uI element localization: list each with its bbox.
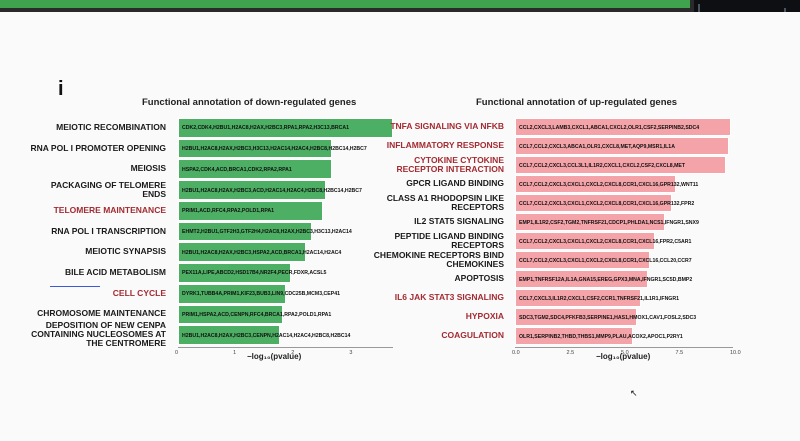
down-bar-genes: EHMT2,H2BU1,GTF2H3,GTF2H4,H2AC8,H2AX,H2B… — [182, 228, 352, 235]
up-category-label: INFLAMMATORY RESPONSE — [386, 140, 504, 150]
down-category-label: TELOMERE MAINTENANCE — [53, 204, 166, 215]
down-bar: CDK2,CDK4,H2BU1,H2AC8,H2AX,H2BC3,RPA1,RP… — [178, 118, 393, 138]
down-bar-genes: DYRK1,TUBB4A,PRIM1,KIF23,BUB3,LIN9,CDC25… — [182, 291, 340, 298]
down-bar: EHMT2,H2BU1,GTF2H3,GTF2H4,H2AC8,H2AX,H2B… — [178, 221, 352, 242]
up-bar: SDC3,TGM2,SDC4,PFKFB3,SERPINE1,HAS1,HMOX… — [515, 308, 696, 326]
slide-canvas: i Functional annotation of down-regulate… — [0, 12, 800, 441]
up-x-axis — [515, 347, 733, 348]
down-bar-genes: H2BU1,H2AC8,H2AX,H2BC3,H3C13,H2AC14,H2AC… — [182, 146, 367, 153]
up-x-tick-label: 7.5 — [675, 350, 684, 356]
down-category-label: CELL CYCLE — [112, 287, 166, 298]
up-bar-genes: EMP1,TNFRSF12A,IL1A,GNA15,EREG,GPX3,MNA,… — [519, 276, 693, 283]
up-category-label: PEPTIDE LIGAND BINDING RECEPTORS — [394, 230, 504, 250]
down-bar-genes: PEX11A,LIPE,ABCD2,HSD17B4,NR2F4,PECR,FDX… — [182, 270, 327, 277]
up-bar: CCL7,CCL2,CXCL3,CXCL1,CXCL2,CXCL8,CCR1,C… — [515, 194, 694, 212]
up-bar-genes: CCL7,CCL2,CXCL3,CXCL1,CXCL2,CXCL8,CCR1,C… — [519, 200, 695, 207]
up-x-axis-title: −log₁₀(pvalue) — [596, 352, 651, 361]
down-bar: PEX11A,LIPE,ABCD2,HSD17B4,NR2F4,PECR,FDX… — [178, 263, 326, 283]
up-bar: CCL7,CCL2,CXCL3,CXCL1,CXCL2,CXCL8,CCR1,C… — [515, 175, 698, 193]
down-bar: PRIM1,HSPA2,ACD,CENPN,RFC4,BRCA1,RPA2,PO… — [178, 304, 331, 325]
cell-cycle-highlight-line — [50, 286, 100, 287]
down-bar-genes: HSPA2,CDK4,ACD,BRCA1,CDK2,RPA2,RPA1 — [182, 166, 292, 173]
up-bar: CCL7,CXCL3,IL1R2,CXCL1,CSF2,CCR1,TNFRSF2… — [515, 289, 679, 307]
up-bar: EMP1,TNFRSF12A,IL1A,GNA15,EREG,GPX3,MNA,… — [515, 270, 692, 288]
down-bar: HSPA2,CDK4,ACD,BRCA1,CDK2,RPA2,RPA1 — [178, 159, 332, 180]
down-category-label: RNA POL I PROMOTER OPENING — [30, 142, 166, 153]
up-bar-genes: CCL7,CCL2,CXCL3,ABCA1,OLR1,CXCL8,MET,AQP… — [519, 143, 675, 150]
up-bar-genes: SDC3,TGM2,SDC4,PFKFB3,SERPINE1,HAS1,HMOX… — [519, 314, 697, 321]
down-x-axis — [178, 347, 393, 348]
down-category-label: PACKAGING OF TELOMERE ENDS — [50, 179, 166, 199]
up-bar-genes: CCL7,CCL2,CXCL3,CCL3L1,IL1R2,CXCL1,CXCL2… — [519, 162, 686, 169]
top-accent-bar — [0, 0, 690, 8]
up-category-label: IL2 STAT5 SIGNALING — [414, 216, 504, 226]
up-bar-genes: CCL2,CXCL3,LAMB3,CXCL1,ABCA1,CXCL2,OLR1,… — [519, 124, 700, 131]
up-category-label: CHEMOKINE RECEPTORS BIND CHEMOKINES — [373, 249, 504, 269]
down-x-tick-label: 1 — [233, 350, 237, 356]
down-category-label: DEPOSITION OF NEW CENPA CONTAINING NUCLE… — [31, 320, 166, 349]
down-category-label: MEIOTIC RECOMBINATION — [56, 121, 166, 132]
panel-letter: i — [58, 78, 64, 100]
up-category-label: GPCR LIGAND BINDING — [406, 178, 504, 188]
down-category-label: BILE ACID METABOLISM — [64, 266, 166, 277]
down-x-tick-label: 2 — [291, 350, 295, 356]
down-bar-genes: CDK2,CDK4,H2BU1,H2AC8,H2AX,H2BC3,RPA1,RP… — [182, 125, 350, 132]
down-category-label: CHROMOSOME MAINTENANCE — [37, 308, 166, 319]
up-category-label: APOPTOSIS — [454, 273, 504, 283]
down-chart-title: Functional annotation of down-regulated … — [142, 97, 357, 108]
mouse-cursor-icon: ↖ — [630, 388, 638, 398]
down-bar-genes: H2BU1,H2AC8,H2AX,H2BC3,HSPA2,ACD,BRCA1,H… — [182, 249, 342, 256]
up-bar: EMP1,IL1R2,CSF2,TGM2,TNFRSF21,CDCP1,PHLD… — [515, 213, 699, 231]
up-chart-title: Functional annotation of up-regulated ge… — [476, 97, 678, 108]
down-bar-genes: PRIM1,ACD,RFC4,RPA2,POLD1,RPA1 — [182, 208, 275, 215]
up-x-tick-label: 5.0 — [621, 350, 629, 356]
up-bar: CCL7,CCL2,CXCL3,CCL3L1,IL1R2,CXCL1,CXCL2… — [515, 156, 727, 174]
down-x-tick-label: 0 — [175, 350, 179, 356]
down-bar: H2BU1,H2AC8,H2AX,H2BC3,CENPN,H2AC14,H2AC… — [178, 325, 350, 345]
up-category-label: CYTOKINE CYTOKINE RECEPTOR INTERACTION — [396, 154, 504, 174]
down-category-label: MEIOSIS — [130, 163, 166, 174]
up-bar-genes: OLR1,SERPINB2,THBD,THBS1,MMP9,PLAU,ACOX2… — [519, 333, 683, 340]
up-category-label: IL6 JAK STAT3 SIGNALING — [394, 292, 504, 302]
up-bar: CCL7,CCL2,CXCL3,CXCL1,CXCL2,CXCL8,CCR1,C… — [515, 232, 691, 250]
up-bar-genes: CCL7,CCL2,CXCL3,CXCL1,CXCL2,CXCL8,CCR1,C… — [519, 257, 692, 264]
up-bar-genes: CCL7,CCL2,CXCL3,CXCL1,CXCL2,CXCL8,CCR1,C… — [519, 181, 699, 188]
down-bar: H2BU1,H2AC8,H2AX,H2BC3,ACD,H2AC14,H2AC4,… — [178, 180, 362, 200]
down-category-label: MEIOTIC SYNAPSIS — [85, 246, 166, 257]
down-x-tick-label: 3 — [349, 350, 353, 356]
up-bar: CCL7,CCL2,CXCL3,ABCA1,OLR1,CXCL8,MET,AQP… — [515, 137, 729, 155]
top-bar — [0, 0, 800, 12]
down-bar-genes: H2BU1,H2AC8,H2AX,H2BC3,ACD,H2AC14,H2AC4,… — [182, 187, 362, 194]
down-bar-genes: H2BU1,H2AC8,H2AX,H2BC3,CENPN,H2AC14,H2AC… — [182, 332, 351, 339]
up-category-label: TNFA SIGNALING VIA NFKB — [390, 121, 504, 131]
down-bar: DYRK1,TUBB4A,PRIM1,KIF23,BUB3,LIN9,CDC25… — [178, 283, 340, 304]
up-x-tick-label: 2.5 — [566, 350, 575, 356]
up-bar: CCL7,CCL2,CXCL3,CXCL1,CXCL2,CXCL8,CCR1,C… — [515, 251, 692, 269]
up-category-label: HYPOXIA — [465, 311, 504, 321]
up-bar: CCL2,CXCL3,LAMB3,CXCL1,ABCA1,CXCL2,OLR1,… — [515, 118, 731, 136]
down-bar: PRIM1,ACD,RFC4,RPA2,POLD1,RPA1 — [178, 200, 324, 221]
down-category-label: RNA POL I TRANSCRIPTION — [51, 225, 166, 236]
up-category-label: CLASS A1 RHODOPSIN LIKE RECEPTORS — [386, 192, 504, 212]
up-bar-genes: CCL7,CXCL3,IL1R2,CXCL1,CSF2,CCR1,TNFRSF2… — [519, 295, 679, 302]
up-category-label: COAGULATION — [441, 330, 504, 340]
up-bar: OLR1,SERPINB2,THBD,THBS1,MMP9,PLAU,ACOX2… — [515, 327, 683, 345]
up-bar-genes: EMP1,IL1R2,CSF2,TGM2,TNFRSF21,CDCP1,PHLD… — [519, 219, 699, 226]
up-x-tick-label: 0.0 — [512, 350, 520, 356]
up-x-tick-label: 10.0 — [730, 350, 741, 356]
down-bar: H2BU1,H2AC8,H2AX,H2BC3,H3C13,H2AC14,H2AC… — [178, 138, 367, 159]
down-x-axis-title: −log₁₀(pvalue) — [247, 352, 302, 361]
down-bar-genes: PRIM1,HSPA2,ACD,CENPN,RFC4,BRCA1,RPA2,PO… — [182, 311, 332, 318]
up-bar-genes: CCL7,CCL2,CXCL3,CXCL1,CXCL2,CXCL8,CCR1,C… — [519, 238, 692, 245]
down-bar: H2BU1,H2AC8,H2AX,H2BC3,HSPA2,ACD,BRCA1,H… — [178, 242, 341, 263]
